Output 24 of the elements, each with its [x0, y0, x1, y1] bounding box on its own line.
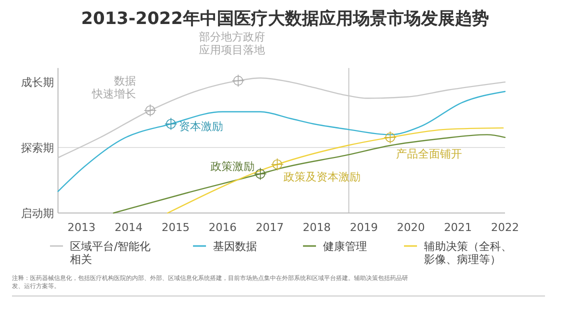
annotation: 部分地方政府应用项目落地 — [199, 30, 266, 57]
x-tick-label: 2013 — [68, 221, 96, 234]
x-tick-label: 2014 — [114, 221, 143, 234]
x-tick-label: 2019 — [350, 221, 378, 234]
x-tick-label: 2015 — [162, 221, 190, 234]
text: 启动期 — [21, 207, 54, 220]
annotation: 政策及资本激励 — [283, 170, 360, 184]
x-tick-label: 2020 — [396, 221, 425, 234]
legend-label: 区域平台/智能化相关 — [70, 240, 151, 266]
legend-label: 基因数据 — [213, 240, 257, 253]
text: 探索期 — [21, 142, 54, 155]
x-tick-label: 2017 — [256, 221, 284, 234]
legend-label: 健康管理 — [323, 240, 367, 253]
annotation: 资本激励 — [178, 120, 223, 133]
text: 成长期 — [21, 76, 54, 90]
x-tick-label: 2018 — [302, 221, 331, 234]
x-tick-label: 2016 — [208, 221, 237, 234]
annotation: 产品全面铺开 — [396, 147, 462, 160]
legend-label: 辅助决策（全科、影像、病理等） — [424, 240, 512, 266]
annotation: 数据快速增长 — [91, 74, 136, 100]
x-tick-label: 2022 — [491, 221, 519, 234]
chart-title: 2013-2022年中国医疗大数据应用场景市场发展趋势 — [81, 9, 489, 29]
annotation: 政策激励 — [210, 160, 254, 173]
x-tick-label: 2021 — [444, 221, 472, 234]
